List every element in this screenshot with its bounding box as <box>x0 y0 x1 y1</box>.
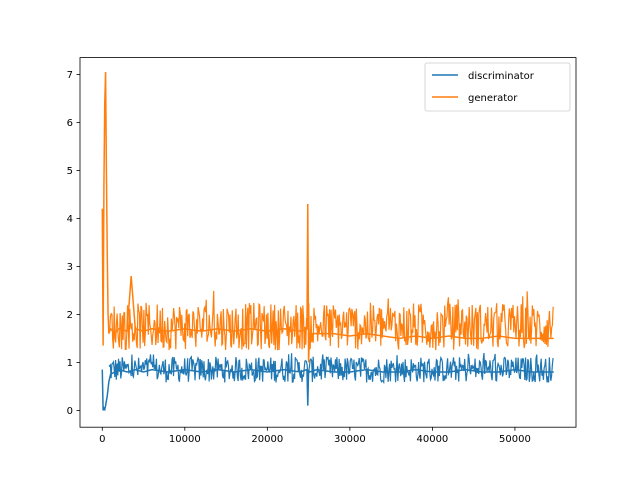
x-axis: 0 10000 20000 30000 40000 50000 <box>99 427 531 445</box>
y-tick-label: 4 <box>67 214 73 225</box>
series-generator <box>101 71 554 363</box>
x-tick-label: 40000 <box>416 434 448 445</box>
legend-box <box>424 62 571 112</box>
series-generator-line <box>101 71 554 363</box>
x-tick-label: 30000 <box>334 434 366 445</box>
y-tick-label: 7 <box>67 70 73 81</box>
series-discriminator-line <box>101 368 554 412</box>
y-tick-label: 0 <box>67 406 73 417</box>
y-tick-label: 6 <box>67 118 73 129</box>
legend-label-generator: generator <box>468 93 518 104</box>
x-tick-label: 20000 <box>251 434 283 445</box>
series-discriminator-band <box>108 352 554 385</box>
series-discriminator <box>101 352 554 412</box>
y-tick-label: 1 <box>67 358 73 369</box>
x-tick-label: 10000 <box>169 434 201 445</box>
y-axis: 0 1 2 3 4 5 6 7 <box>67 70 80 417</box>
x-tick-label: 0 <box>99 434 105 445</box>
y-tick-label: 5 <box>67 166 73 177</box>
axes-frame <box>79 57 577 428</box>
x-tick-label: 50000 <box>499 434 531 445</box>
series-layer <box>101 71 554 412</box>
legend-label-discriminator: discriminator <box>468 71 535 82</box>
y-tick-label: 3 <box>67 262 73 273</box>
series-generator-band <box>109 290 554 351</box>
y-tick-label: 2 <box>67 310 73 321</box>
legend: discriminator generator <box>424 62 571 112</box>
